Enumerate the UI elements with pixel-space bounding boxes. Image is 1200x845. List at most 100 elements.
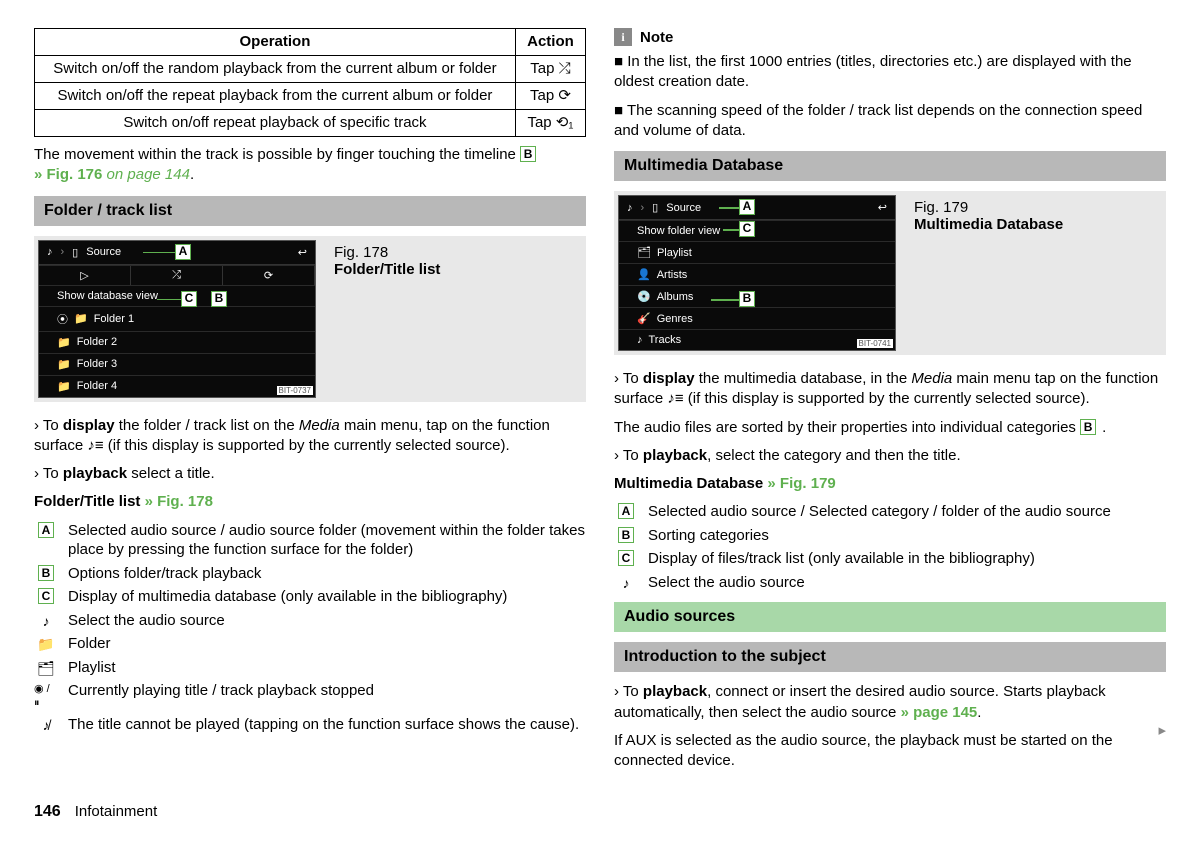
t: , select the category and then the title…	[707, 447, 961, 464]
note-icon: ♪	[614, 573, 638, 592]
t: display	[643, 370, 695, 387]
legend-b: Options folder/track playback	[68, 564, 261, 584]
op-3: Switch on/off repeat playback of specifi…	[35, 110, 516, 137]
cat-tracks: Tracks	[649, 334, 682, 346]
operation-table: OperationAction Switch on/off the random…	[34, 28, 586, 137]
now-playing-icon: ⦿	[57, 311, 68, 327]
callout-a: A	[175, 244, 191, 260]
folder-4: Folder 4	[77, 380, 117, 392]
right-column: i Note ■ In the list, the first 1000 ent…	[614, 28, 1166, 779]
act-2: Tap ⟳	[515, 83, 585, 110]
mdb-display-instr: › To display the multimedia database, in…	[614, 369, 1166, 410]
t: select a title.	[127, 465, 215, 482]
fig-179-block: ♪›▯Source ↩ Show folder view 🗂Playlist 👤…	[614, 191, 1166, 355]
source-label: Source	[666, 202, 701, 214]
t: the multimedia database, in the	[695, 370, 912, 387]
callout-line	[711, 299, 739, 301]
fig-num: Fig. 178	[334, 244, 440, 261]
t: › To	[34, 465, 63, 482]
letter-b: B	[38, 565, 54, 581]
folder-icon: 📁	[57, 358, 71, 371]
note-header: i Note	[614, 28, 1166, 46]
music-icon: ♪	[627, 202, 633, 214]
note-1: ■ In the list, the first 1000 entries (t…	[614, 52, 1166, 93]
callout-b: B	[739, 291, 755, 307]
fig-title: Multimedia Database	[914, 216, 1063, 233]
folder-1: Folder 1	[94, 313, 134, 325]
continue-marker: ▸	[1158, 721, 1166, 739]
page-ref: » page 145	[901, 704, 978, 721]
legend-i5: The title cannot be played (tapping on t…	[68, 715, 579, 735]
img-tag: BIT-0741	[857, 339, 893, 348]
t: » Fig. 178	[145, 493, 213, 510]
callout-line	[157, 299, 181, 301]
t: › To	[614, 683, 643, 700]
genre-icon: 🎸	[637, 312, 651, 325]
display-instr: › To display the folder / track list on …	[34, 416, 586, 457]
source-label: Source	[86, 246, 121, 258]
letter-b-inline: B	[1080, 419, 1096, 435]
letter-a: A	[38, 522, 54, 538]
callout-line	[143, 252, 175, 254]
fig176-page: on page 144	[107, 166, 190, 183]
cat-genres: Genres	[657, 313, 693, 325]
letter-a: A	[618, 503, 634, 519]
t: › To	[614, 447, 643, 464]
legend-i1: Select the audio source	[68, 611, 225, 631]
folder-icon: 📁	[57, 380, 71, 393]
letter-b: B	[618, 527, 634, 543]
section-mdb: Multimedia Database	[614, 151, 1166, 181]
cat-albums: Albums	[657, 291, 694, 303]
t: » Fig. 179	[767, 475, 835, 492]
t: Folder/Title list	[34, 493, 145, 510]
legend-c: Display of files/track list (only availa…	[648, 549, 1035, 569]
t: .	[977, 704, 981, 721]
callout-c: C	[181, 291, 197, 307]
note-title: Note	[640, 29, 673, 46]
legend-a: Selected audio source / audio source fol…	[68, 521, 586, 560]
folder-view: Show folder view	[637, 225, 720, 237]
lead-178: Folder/Title list » Fig. 178	[34, 492, 586, 512]
artist-icon: 👤	[637, 268, 651, 281]
th-op: Operation	[35, 29, 516, 56]
fig-178-block: ♪›▯Source ↩ ▷ ⤮ ⟳ Show database view ⦿📁F…	[34, 236, 586, 402]
movement-text: The movement within the track is possibl…	[34, 146, 520, 163]
letter-c: C	[38, 588, 54, 604]
t: › To	[34, 417, 63, 434]
play-stop-icon: ◉ / ⏸	[34, 681, 58, 711]
t: the folder / track list on the	[115, 417, 299, 434]
cat-playlist: Playlist	[657, 247, 692, 259]
note-icon: ♪	[34, 611, 58, 630]
img-tag: BIT-0737	[277, 386, 313, 395]
t: playback	[643, 683, 707, 700]
chevron-icon: ›	[61, 246, 65, 258]
callout-line	[723, 229, 739, 231]
playback-instr: › To playback select a title.	[34, 464, 586, 484]
fig-num: Fig. 179	[914, 199, 1063, 216]
lead-179: Multimedia Database » Fig. 179	[614, 474, 1166, 494]
page-number: 146	[34, 803, 61, 820]
t: Media	[299, 417, 340, 434]
legend-c: Display of multimedia database (only ava…	[68, 587, 507, 607]
legend-i1: Select the audio source	[648, 573, 805, 593]
folder-icon: 📁	[57, 336, 71, 349]
legend-b: Sorting categories	[648, 526, 769, 546]
sort-note: The audio files are sorted by their prop…	[614, 418, 1166, 438]
fig-178-screenshot: ♪›▯Source ↩ ▷ ⤮ ⟳ Show database view ⦿📁F…	[38, 240, 316, 398]
mdb-playback-instr: › To playback, select the category and t…	[614, 446, 1166, 466]
callout-b-inline: B	[520, 146, 536, 162]
t: playback	[643, 447, 707, 464]
playlist-icon: 🗂	[34, 658, 58, 677]
usb-icon: ▯	[72, 246, 78, 259]
back-icon: ↩	[878, 201, 887, 214]
note-2: ■ The scanning speed of the folder / tra…	[614, 101, 1166, 142]
fig176-ref: » Fig. 176	[34, 166, 107, 183]
legend-i2: Folder	[68, 634, 111, 654]
chevron-icon: ›	[641, 202, 645, 214]
act-3: Tap ⟲₁	[515, 110, 585, 137]
back-icon: ↩	[298, 246, 307, 259]
legend-i4: Currently playing title / track playback…	[68, 681, 374, 701]
op-1: Switch on/off the random playback from t…	[35, 56, 516, 83]
section-audio-sources: Audio sources	[614, 602, 1166, 632]
fig-title: Folder/Title list	[334, 261, 440, 278]
